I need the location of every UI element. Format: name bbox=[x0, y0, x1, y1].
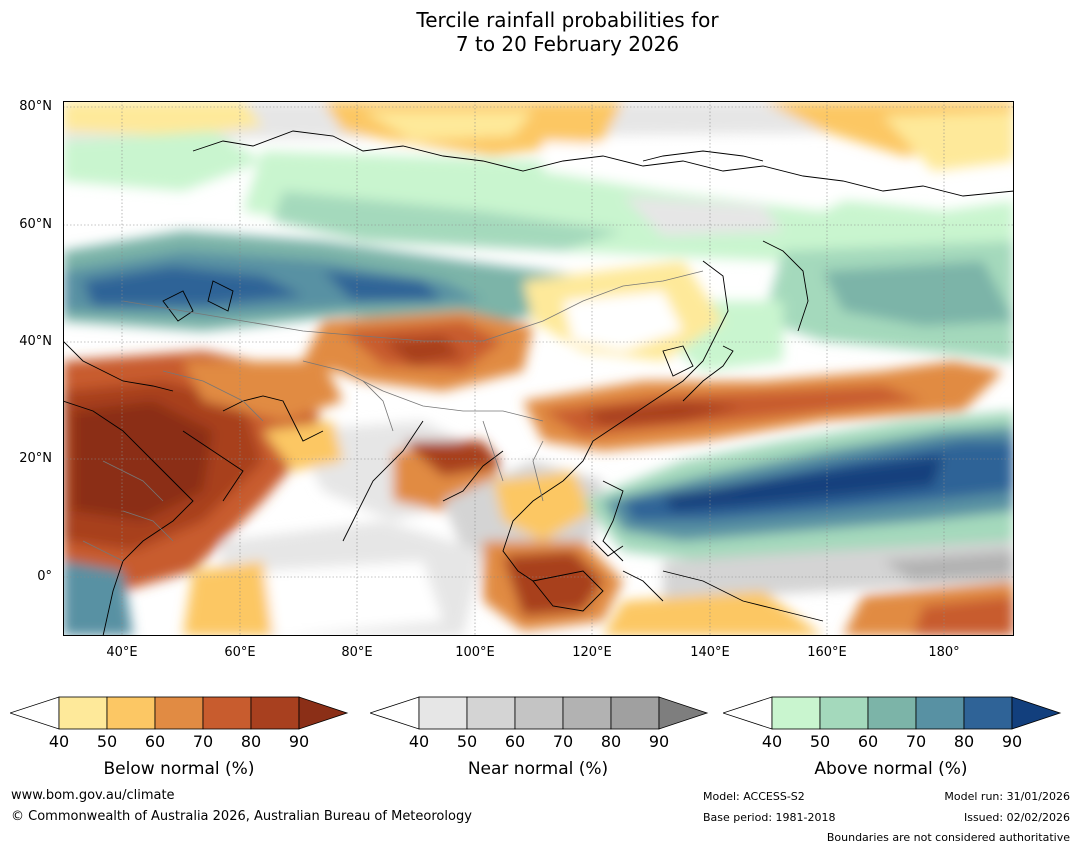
colorbar-below-segment-5 bbox=[250, 696, 300, 730]
tick-label: 70 bbox=[905, 732, 927, 751]
tick-label: 60 bbox=[504, 732, 526, 751]
tick-label: 40 bbox=[408, 732, 430, 751]
lon-label-180: 180° bbox=[928, 645, 960, 660]
model-name: Model: ACCESS-S2 bbox=[703, 790, 805, 803]
colorbar-above-upper-extension bbox=[1011, 696, 1062, 730]
lon-label-80e: 80°E bbox=[341, 645, 373, 660]
map-title: Tercile rainfall probabilities for 7 to … bbox=[0, 8, 1081, 56]
colorbar-below-segment-2 bbox=[106, 696, 156, 730]
colorbar-above-segment-5 bbox=[963, 696, 1013, 730]
website-link[interactable]: www.bom.gov.au/climate bbox=[11, 788, 175, 803]
tick-label: 40 bbox=[48, 732, 70, 751]
colorbar-below-segment-4 bbox=[202, 696, 252, 730]
tick-label: 80 bbox=[953, 732, 975, 751]
lat-label-60n: 60°N bbox=[19, 217, 52, 232]
tick-label: 90 bbox=[288, 732, 310, 751]
tick-label: 50 bbox=[96, 732, 118, 751]
country-borders bbox=[82, 270, 704, 562]
tick-label: 80 bbox=[600, 732, 622, 751]
lat-label-0: 0° bbox=[37, 569, 52, 584]
colorbar-near-segment-1 bbox=[418, 696, 468, 730]
colorbar-below-title: Below normal (%) bbox=[103, 759, 255, 779]
lat-label-80n: 80°N bbox=[19, 99, 52, 114]
colorbar-below-upper-extension bbox=[298, 696, 349, 730]
colorbar-above-title: Above normal (%) bbox=[814, 759, 968, 779]
lon-label-40e: 40°E bbox=[106, 645, 138, 660]
lon-label-160e: 160°E bbox=[807, 645, 847, 660]
tick-label: 50 bbox=[809, 732, 831, 751]
tick-label: 70 bbox=[192, 732, 214, 751]
tick-label: 90 bbox=[648, 732, 670, 751]
colorbar-below-normal bbox=[10, 696, 349, 730]
colorbar-near-segment-4 bbox=[562, 696, 612, 730]
tick-label: 70 bbox=[552, 732, 574, 751]
probability-field bbox=[63, 101, 1014, 636]
issued-date: Issued: 02/02/2026 bbox=[963, 811, 1070, 824]
colorbar-above-segment-1 bbox=[771, 696, 821, 730]
colorbar-near-segment-2 bbox=[466, 696, 516, 730]
base-period: Base period: 1981-2018 bbox=[703, 811, 836, 824]
lon-label-140e: 140°E bbox=[690, 645, 730, 660]
tick-label: 40 bbox=[761, 732, 783, 751]
boundary-disclaimer: Boundaries are not considered authoritat… bbox=[826, 831, 1070, 844]
lon-label-100e: 100°E bbox=[455, 645, 495, 660]
colorbar-below-segment-3 bbox=[154, 696, 204, 730]
colorbar-near-upper-extension bbox=[658, 696, 709, 730]
lon-label-60e: 60°E bbox=[224, 645, 256, 660]
colorbar-above-segment-3 bbox=[867, 696, 917, 730]
model-run-date: Model run: 31/01/2026 bbox=[944, 790, 1070, 803]
title-line-1: Tercile rainfall probabilities for bbox=[416, 8, 719, 32]
tick-label: 90 bbox=[1001, 732, 1023, 751]
colorbar-above-normal bbox=[723, 696, 1062, 730]
lat-label-40n: 40°N bbox=[19, 334, 52, 349]
colorbar-near-normal bbox=[370, 696, 709, 730]
tick-label: 60 bbox=[144, 732, 166, 751]
colorbar-above-segment-2 bbox=[819, 696, 869, 730]
tick-label: 80 bbox=[240, 732, 262, 751]
copyright-notice: © Commonwealth of Australia 2026, Austra… bbox=[11, 809, 472, 824]
colorbar-below-lower-extension bbox=[10, 696, 60, 730]
lon-label-120e: 120°E bbox=[572, 645, 612, 660]
map-frame bbox=[63, 101, 1014, 636]
colorbar-near-segment-5 bbox=[610, 696, 660, 730]
tick-label: 50 bbox=[456, 732, 478, 751]
colorbar-near-segment-3 bbox=[514, 696, 564, 730]
tick-label: 60 bbox=[857, 732, 879, 751]
probability-map bbox=[63, 101, 1014, 636]
title-line-2: 7 to 20 February 2026 bbox=[455, 32, 680, 56]
colorbar-above-segment-4 bbox=[915, 696, 965, 730]
colorbar-below-segment-1 bbox=[58, 696, 108, 730]
colorbar-near-lower-extension bbox=[370, 696, 420, 730]
colorbar-above-lower-extension bbox=[723, 696, 773, 730]
colorbar-near-title: Near normal (%) bbox=[467, 759, 609, 779]
map-canvas bbox=[63, 101, 1014, 636]
lat-label-20n: 20°N bbox=[19, 451, 52, 466]
graticule bbox=[63, 101, 1014, 636]
